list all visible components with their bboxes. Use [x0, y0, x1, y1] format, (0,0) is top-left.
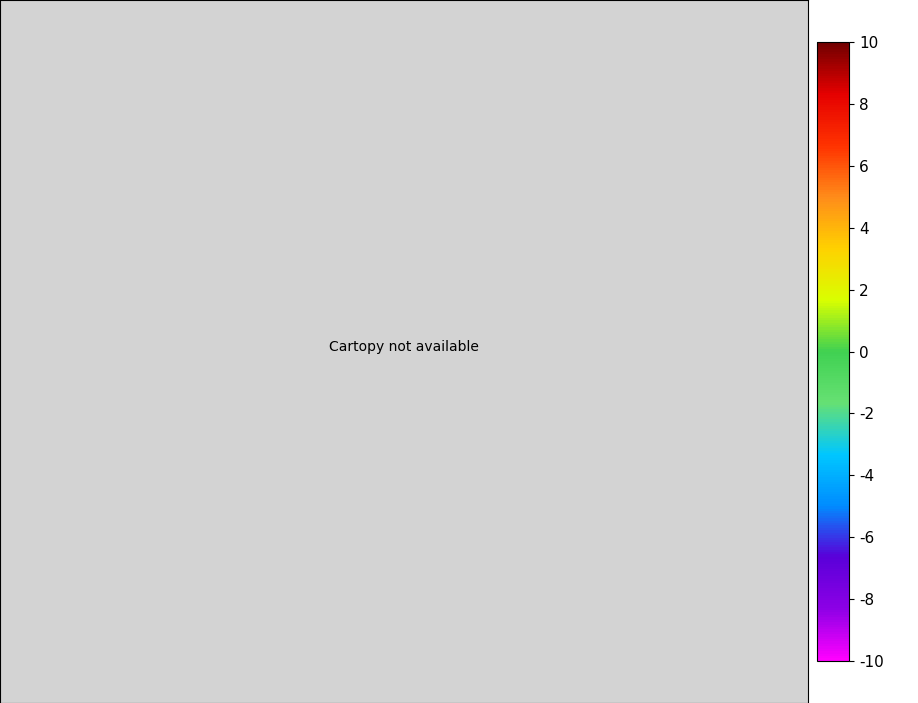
Text: Cartopy not available: Cartopy not available	[329, 340, 479, 354]
